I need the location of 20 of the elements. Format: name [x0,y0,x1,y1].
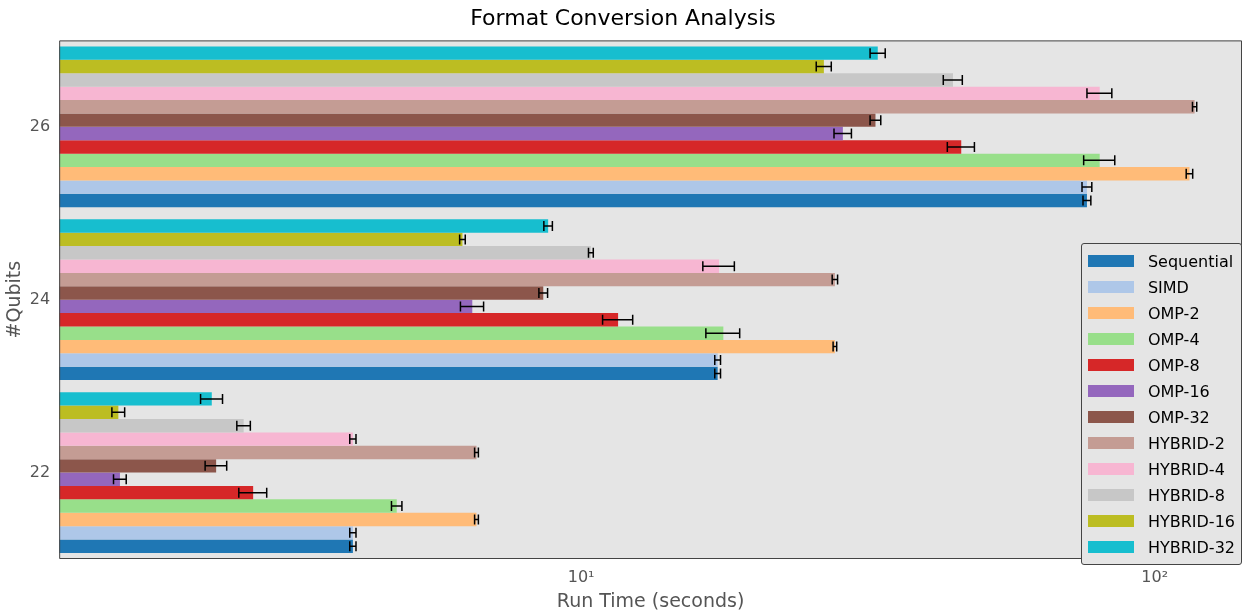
x-tick-label: 10¹ [567,566,595,586]
y-tick-label: 24 [29,288,51,308]
chart-title: Format Conversion Analysis [470,4,776,30]
y-axis-title: #Qubits [2,260,25,339]
legend-label: HYBRID-16 [1147,511,1235,531]
legend-label: HYBRID-4 [1147,459,1225,479]
y-tick-label: 22 [29,461,51,481]
x-tick-label: 10² [1141,566,1169,586]
legend-label: HYBRID-8 [1147,485,1225,505]
legend-label: OMP-4 [1147,329,1200,349]
legend-label: OMP-16 [1147,381,1210,401]
legend-label: HYBRID-32 [1147,537,1235,557]
legend-label: OMP-8 [1147,355,1200,375]
legend-label: OMP-2 [1147,303,1200,323]
legend-label: OMP-32 [1147,407,1210,427]
legend-label: Sequential [1147,251,1234,271]
legend-label: HYBRID-2 [1147,433,1225,453]
x-axis-title: Run Time (seconds) [556,588,745,611]
y-tick-label: 26 [29,115,51,135]
legend-label: SIMD [1147,277,1189,297]
